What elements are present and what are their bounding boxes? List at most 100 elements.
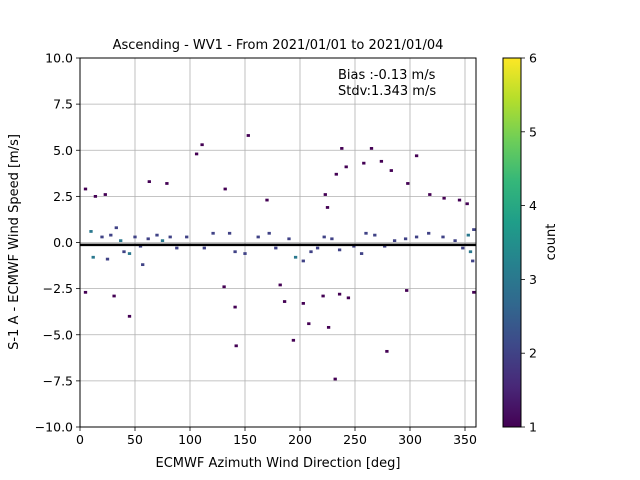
heatmap-cell — [301, 302, 305, 305]
heatmap-cell — [414, 235, 419, 239]
heatmap-cell — [185, 235, 189, 239]
heatmap-cell — [160, 239, 165, 243]
heatmap-cell — [403, 237, 408, 241]
colorbar-label: count — [544, 224, 559, 261]
chart-title: Ascending - WV1 - From 2021/01/01 to 202… — [113, 38, 444, 53]
heatmap-cell — [89, 230, 93, 233]
colorbar-tick-label: 2 — [529, 346, 537, 361]
heatmap-cell — [352, 244, 356, 248]
heatmap-cell — [364, 231, 368, 235]
heatmap-cell — [282, 300, 287, 303]
heatmap-cell — [315, 246, 320, 250]
heatmap-cell — [383, 244, 387, 248]
heatmap-cell — [138, 244, 143, 248]
heatmap-cell — [405, 289, 409, 292]
heatmap-cell — [468, 250, 473, 254]
heatmap-cell — [414, 154, 419, 158]
heatmap-cell — [287, 237, 291, 241]
heatmap-cell — [246, 134, 250, 137]
heatmap-cell — [127, 314, 132, 318]
x-axis-label: ECMWF Azimuth Wind Direction [deg] — [156, 456, 401, 471]
heatmap-cell — [330, 237, 334, 241]
heatmap-cell — [466, 233, 470, 237]
colorbar-tick-label: 4 — [529, 198, 537, 213]
heatmap-cell — [340, 147, 344, 150]
y-tick-label: −7.5 — [43, 373, 73, 388]
y-tick-label: −5.0 — [43, 327, 73, 342]
heatmap-cell — [471, 259, 475, 263]
heatmap-cell — [359, 252, 364, 255]
colorbar-ticks: 1 2 3 4 5 6 — [521, 51, 537, 435]
heatmap-cell — [323, 193, 327, 196]
heatmap-cell — [233, 250, 237, 254]
x-tick-label: 0 — [76, 432, 84, 447]
heatmap-cell — [103, 193, 107, 196]
heatmap-cell — [309, 250, 313, 254]
heatmap-cell — [428, 193, 432, 196]
heatmap-cell — [465, 202, 469, 206]
heatmap-cell — [227, 231, 232, 235]
heatmap-cell — [337, 248, 342, 252]
heatmap-cell — [112, 294, 116, 298]
colorbar-tick-label: 3 — [529, 272, 537, 287]
heatmap-cell — [379, 159, 384, 163]
heatmap-cell — [461, 246, 465, 250]
heatmap-cell — [334, 172, 338, 176]
heatmap-cell — [265, 198, 269, 202]
y-axis: −10.0 −7.5 −5.0 −2.5 0.0 2.5 5.0 7.5 10.0 — [35, 51, 80, 435]
heatmap-cell — [457, 198, 462, 202]
heatmap-cell — [202, 246, 206, 250]
heatmap-cells — [83, 134, 476, 381]
heatmap-cell — [362, 161, 366, 165]
heatmap-cell — [278, 283, 282, 287]
heatmap-cell — [392, 239, 397, 243]
heatmap-cell — [267, 231, 271, 235]
x-tick-label: 300 — [398, 432, 422, 447]
heatmap-cell — [211, 231, 215, 235]
colorbar: 1 2 3 4 5 6 count — [502, 51, 559, 435]
heatmap-cell — [441, 235, 445, 239]
heatmap-cell — [91, 255, 95, 259]
heatmap-cell — [194, 152, 199, 156]
y-axis-label: S-1 A - ECMWF Wind Speed [m/s] — [7, 134, 22, 350]
heatmap-cell — [373, 233, 377, 237]
heatmap-cell — [83, 187, 88, 191]
heatmap-cell — [100, 235, 104, 239]
y-tick-label: 0.0 — [53, 235, 73, 250]
y-tick-label: 7.5 — [53, 97, 73, 112]
heatmap-cell — [369, 147, 374, 150]
heatmap-cell — [427, 231, 431, 235]
x-axis: 0 50 100 150 200 250 300 350 — [76, 427, 477, 447]
heatmap-cell — [93, 194, 98, 198]
colorbar-tick-label: 1 — [529, 420, 537, 435]
heatmap-cell — [307, 322, 311, 326]
heatmap-cell — [168, 235, 172, 239]
bias-annotation: Bias :-0.13 m/s — [338, 68, 436, 83]
y-tick-label: −10.0 — [35, 420, 73, 435]
heatmap-cell — [133, 235, 137, 239]
heatmap-cell — [223, 187, 227, 191]
heatmap-cell — [337, 292, 342, 296]
heatmap-cell — [200, 143, 204, 147]
heatmap-cell — [256, 235, 260, 239]
heatmap-cell — [291, 338, 296, 342]
heatmap-cell — [83, 290, 88, 294]
heatmap-cell — [141, 263, 145, 267]
heatmap-cell — [234, 344, 238, 348]
heatmap-cell — [233, 305, 237, 309]
heatmap-cell — [146, 237, 150, 241]
x-tick-label: 150 — [233, 432, 257, 447]
heatmap-cell — [385, 349, 389, 353]
heatmap-cell — [119, 239, 123, 243]
heatmap-cell — [147, 180, 151, 183]
heatmap-cell — [109, 233, 113, 237]
heatmap-cell — [243, 252, 247, 255]
plot-area: 0 50 100 150 200 250 300 350 −10.0 −7.5 −5.0 −2.5 0… — [35, 51, 477, 448]
heatmap-cell — [389, 169, 393, 172]
heatmap-cell — [165, 182, 169, 185]
heatmap-cell — [222, 285, 226, 289]
y-tick-label: 2.5 — [53, 189, 73, 204]
heatmap-cell — [344, 165, 348, 169]
heatmap-cell — [175, 246, 179, 250]
